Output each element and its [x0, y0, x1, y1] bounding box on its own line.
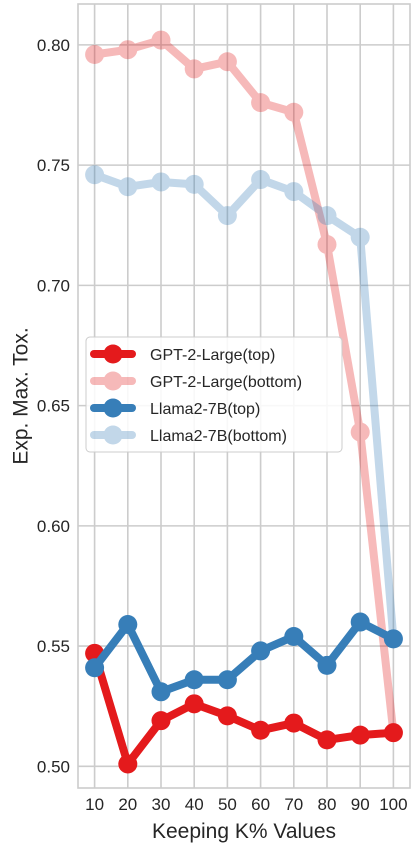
x-tick-label: 70	[284, 795, 303, 814]
data-point	[317, 730, 337, 750]
legend-label: GPT-2-Large(bottom)	[150, 374, 302, 391]
data-point	[184, 694, 204, 714]
data-point	[317, 206, 337, 226]
data-point	[217, 670, 237, 690]
data-point	[217, 706, 237, 726]
data-point	[350, 422, 370, 442]
data-point	[85, 45, 105, 65]
y-tick-label: 0.55	[37, 637, 70, 656]
x-axis-ticks: 10 20 30 40 50 60 70 80 90 100	[85, 795, 407, 814]
legend-marker	[90, 371, 136, 391]
plot-frame	[77, 3, 411, 789]
data-point	[118, 40, 138, 60]
series-llama2-7b-top-	[85, 612, 403, 702]
data-point	[118, 614, 138, 634]
data-point	[217, 52, 237, 72]
data-point	[284, 182, 304, 202]
x-tick-label: 30	[152, 795, 171, 814]
x-tick-label: 10	[85, 795, 104, 814]
data-point	[151, 172, 171, 192]
data-point	[118, 754, 138, 774]
y-axis-ticks: 0.50 0.55 0.60 0.65 0.70 0.75 0.80	[37, 36, 70, 776]
x-tick-label: 80	[318, 795, 337, 814]
data-point	[317, 234, 337, 254]
series-line	[90, 170, 398, 643]
series-line	[90, 36, 398, 737]
y-tick-label: 0.65	[37, 397, 70, 416]
data-point	[118, 177, 138, 197]
series-layer	[85, 30, 403, 774]
data-point	[184, 59, 204, 79]
legend: GPT-2-Large(top) GPT-2-Large(bottom) Llama…	[85, 336, 343, 453]
data-point	[151, 682, 171, 702]
legend-label: Llama2-7B(top)	[150, 401, 260, 418]
legend-dot	[103, 344, 123, 364]
series-line	[90, 618, 398, 696]
x-tick-label: 50	[218, 795, 237, 814]
y-tick-label: 0.80	[37, 36, 70, 55]
x-axis-label: Keeping K% Values	[152, 820, 336, 843]
data-point	[383, 629, 403, 649]
x-tick-label: 60	[251, 795, 270, 814]
y-tick-label: 0.60	[37, 517, 70, 536]
x-tick-label: 40	[185, 795, 204, 814]
data-point	[251, 170, 271, 190]
y-axis-label: Exp. Max. Tox.	[10, 327, 33, 464]
series-line	[90, 649, 398, 768]
data-point	[184, 174, 204, 194]
data-point	[85, 658, 105, 678]
x-tick-label: 20	[118, 795, 137, 814]
data-point	[383, 723, 403, 743]
plot-border	[77, 3, 411, 789]
data-point	[350, 612, 370, 632]
data-point	[317, 655, 337, 675]
legend-box	[85, 336, 343, 453]
data-point	[350, 725, 370, 745]
y-tick-label: 0.75	[37, 156, 70, 175]
legend-dot	[103, 425, 123, 445]
data-point	[217, 206, 237, 226]
legend-dot	[103, 371, 123, 391]
data-point	[184, 670, 204, 690]
data-point	[251, 641, 271, 661]
series-llama2-7b-bottom-	[85, 165, 403, 649]
data-point	[85, 165, 105, 185]
data-point	[350, 227, 370, 247]
y-tick-label: 0.70	[37, 276, 70, 295]
data-point	[251, 720, 271, 740]
data-point	[151, 30, 171, 50]
data-point	[284, 102, 304, 122]
y-tick-label: 0.50	[37, 757, 70, 776]
data-point	[284, 713, 304, 733]
legend-dot	[103, 398, 123, 418]
data-point	[251, 93, 271, 113]
data-point	[284, 626, 304, 646]
legend-label: GPT-2-Large(top)	[150, 347, 275, 364]
legend-label: Llama2-7B(bottom)	[150, 428, 287, 445]
x-tick-label: 100	[379, 795, 407, 814]
x-tick-label: 90	[351, 795, 370, 814]
data-point	[151, 711, 171, 731]
legend-marker	[90, 425, 136, 445]
series-gpt-2-large-bottom-	[85, 30, 403, 743]
legend-marker	[90, 398, 136, 418]
legend-marker	[90, 344, 136, 364]
